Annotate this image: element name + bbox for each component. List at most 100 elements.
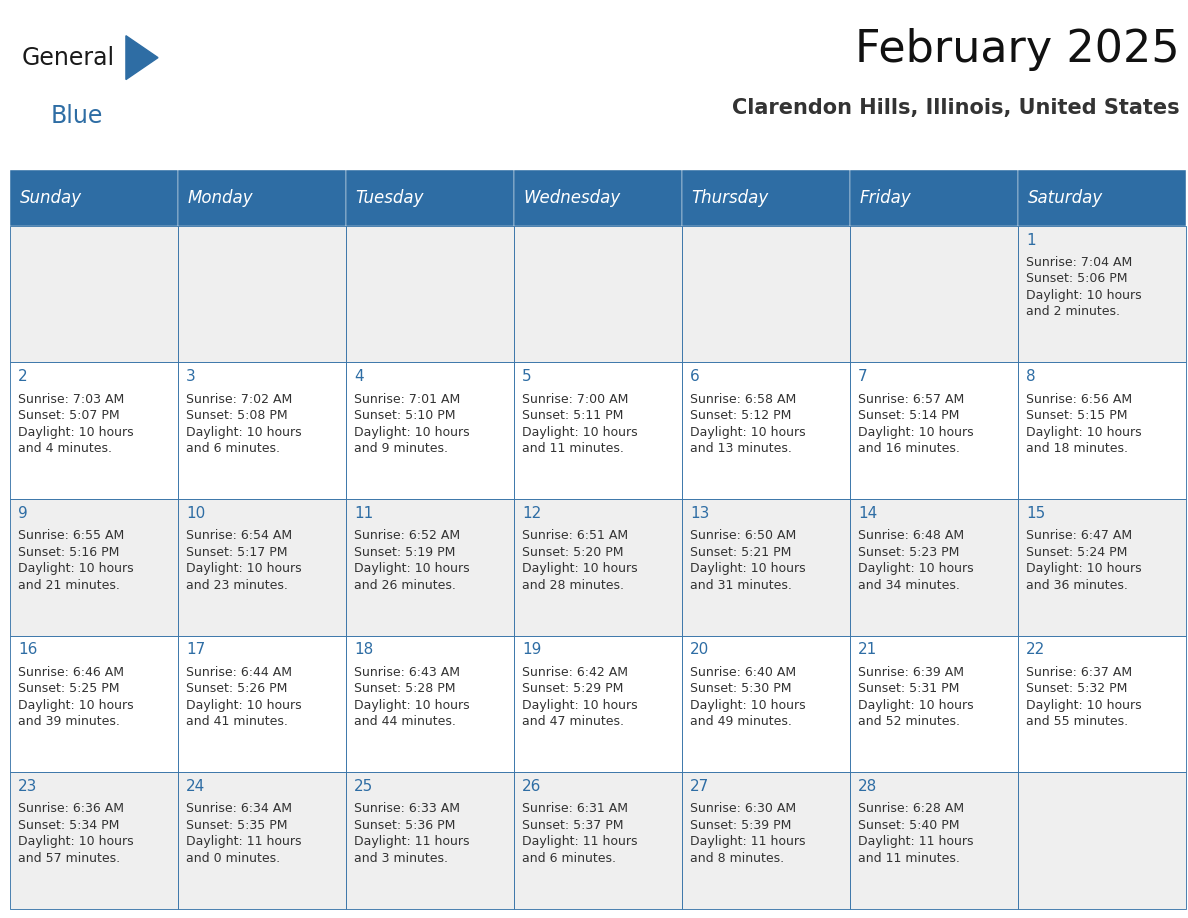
Text: 22: 22 bbox=[1026, 643, 1045, 657]
FancyBboxPatch shape bbox=[10, 226, 177, 363]
FancyBboxPatch shape bbox=[346, 171, 513, 226]
FancyBboxPatch shape bbox=[682, 363, 849, 499]
FancyBboxPatch shape bbox=[177, 635, 346, 772]
Text: General: General bbox=[21, 46, 114, 70]
FancyBboxPatch shape bbox=[10, 499, 177, 635]
Text: 20: 20 bbox=[690, 643, 709, 657]
Text: Sunrise: 6:56 AM
Sunset: 5:15 PM
Daylight: 10 hours
and 18 minutes.: Sunrise: 6:56 AM Sunset: 5:15 PM Dayligh… bbox=[1026, 393, 1142, 455]
Text: Sunrise: 6:37 AM
Sunset: 5:32 PM
Daylight: 10 hours
and 55 minutes.: Sunrise: 6:37 AM Sunset: 5:32 PM Dayligh… bbox=[1026, 666, 1142, 728]
FancyBboxPatch shape bbox=[849, 772, 1018, 909]
FancyBboxPatch shape bbox=[177, 171, 346, 226]
FancyBboxPatch shape bbox=[682, 772, 849, 909]
FancyBboxPatch shape bbox=[849, 171, 1018, 226]
FancyBboxPatch shape bbox=[849, 499, 1018, 635]
FancyBboxPatch shape bbox=[10, 772, 177, 909]
Text: Thursday: Thursday bbox=[691, 189, 769, 207]
Text: 24: 24 bbox=[187, 779, 206, 794]
FancyBboxPatch shape bbox=[1018, 226, 1186, 363]
Text: Sunrise: 6:43 AM
Sunset: 5:28 PM
Daylight: 10 hours
and 44 minutes.: Sunrise: 6:43 AM Sunset: 5:28 PM Dayligh… bbox=[354, 666, 469, 728]
FancyBboxPatch shape bbox=[10, 363, 177, 499]
Text: Sunrise: 6:48 AM
Sunset: 5:23 PM
Daylight: 10 hours
and 34 minutes.: Sunrise: 6:48 AM Sunset: 5:23 PM Dayligh… bbox=[858, 529, 974, 591]
Text: Sunrise: 6:50 AM
Sunset: 5:21 PM
Daylight: 10 hours
and 31 minutes.: Sunrise: 6:50 AM Sunset: 5:21 PM Dayligh… bbox=[690, 529, 805, 591]
FancyBboxPatch shape bbox=[346, 226, 513, 363]
Text: 18: 18 bbox=[354, 643, 373, 657]
Text: 26: 26 bbox=[522, 779, 542, 794]
Text: 3: 3 bbox=[187, 369, 196, 385]
Text: 6: 6 bbox=[690, 369, 700, 385]
Text: Sunrise: 6:33 AM
Sunset: 5:36 PM
Daylight: 11 hours
and 3 minutes.: Sunrise: 6:33 AM Sunset: 5:36 PM Dayligh… bbox=[354, 802, 469, 865]
Text: 4: 4 bbox=[354, 369, 364, 385]
FancyBboxPatch shape bbox=[346, 772, 513, 909]
Text: 2: 2 bbox=[18, 369, 27, 385]
Text: Tuesday: Tuesday bbox=[355, 189, 424, 207]
FancyBboxPatch shape bbox=[1018, 171, 1186, 226]
Text: Sunrise: 6:36 AM
Sunset: 5:34 PM
Daylight: 10 hours
and 57 minutes.: Sunrise: 6:36 AM Sunset: 5:34 PM Dayligh… bbox=[18, 802, 133, 865]
Text: 5: 5 bbox=[522, 369, 531, 385]
Text: Sunrise: 6:54 AM
Sunset: 5:17 PM
Daylight: 10 hours
and 23 minutes.: Sunrise: 6:54 AM Sunset: 5:17 PM Dayligh… bbox=[187, 529, 302, 591]
Text: Sunrise: 6:30 AM
Sunset: 5:39 PM
Daylight: 11 hours
and 8 minutes.: Sunrise: 6:30 AM Sunset: 5:39 PM Dayligh… bbox=[690, 802, 805, 865]
Text: Friday: Friday bbox=[860, 189, 911, 207]
Text: 16: 16 bbox=[18, 643, 37, 657]
Text: 21: 21 bbox=[858, 643, 877, 657]
Text: Sunrise: 6:55 AM
Sunset: 5:16 PM
Daylight: 10 hours
and 21 minutes.: Sunrise: 6:55 AM Sunset: 5:16 PM Dayligh… bbox=[18, 529, 133, 591]
Text: Sunrise: 6:57 AM
Sunset: 5:14 PM
Daylight: 10 hours
and 16 minutes.: Sunrise: 6:57 AM Sunset: 5:14 PM Dayligh… bbox=[858, 393, 974, 455]
FancyBboxPatch shape bbox=[513, 772, 682, 909]
Text: Sunrise: 6:58 AM
Sunset: 5:12 PM
Daylight: 10 hours
and 13 minutes.: Sunrise: 6:58 AM Sunset: 5:12 PM Dayligh… bbox=[690, 393, 805, 455]
FancyBboxPatch shape bbox=[513, 171, 682, 226]
Text: Sunrise: 6:46 AM
Sunset: 5:25 PM
Daylight: 10 hours
and 39 minutes.: Sunrise: 6:46 AM Sunset: 5:25 PM Dayligh… bbox=[18, 666, 133, 728]
Text: 7: 7 bbox=[858, 369, 867, 385]
FancyBboxPatch shape bbox=[1018, 363, 1186, 499]
FancyBboxPatch shape bbox=[346, 499, 513, 635]
Text: February 2025: February 2025 bbox=[855, 28, 1180, 72]
FancyBboxPatch shape bbox=[1018, 772, 1186, 909]
Text: Sunrise: 6:40 AM
Sunset: 5:30 PM
Daylight: 10 hours
and 49 minutes.: Sunrise: 6:40 AM Sunset: 5:30 PM Dayligh… bbox=[690, 666, 805, 728]
Text: Monday: Monday bbox=[188, 189, 253, 207]
FancyBboxPatch shape bbox=[346, 363, 513, 499]
FancyBboxPatch shape bbox=[1018, 635, 1186, 772]
FancyBboxPatch shape bbox=[177, 772, 346, 909]
FancyBboxPatch shape bbox=[513, 226, 682, 363]
Text: 15: 15 bbox=[1026, 506, 1045, 521]
FancyBboxPatch shape bbox=[177, 499, 346, 635]
Text: 19: 19 bbox=[522, 643, 542, 657]
FancyBboxPatch shape bbox=[10, 635, 177, 772]
Text: Saturday: Saturday bbox=[1028, 189, 1102, 207]
Text: Sunrise: 7:00 AM
Sunset: 5:11 PM
Daylight: 10 hours
and 11 minutes.: Sunrise: 7:00 AM Sunset: 5:11 PM Dayligh… bbox=[522, 393, 638, 455]
Text: 12: 12 bbox=[522, 506, 542, 521]
FancyBboxPatch shape bbox=[177, 363, 346, 499]
Text: Clarendon Hills, Illinois, United States: Clarendon Hills, Illinois, United States bbox=[732, 97, 1180, 118]
FancyBboxPatch shape bbox=[513, 499, 682, 635]
FancyBboxPatch shape bbox=[682, 226, 849, 363]
Text: Sunrise: 6:31 AM
Sunset: 5:37 PM
Daylight: 11 hours
and 6 minutes.: Sunrise: 6:31 AM Sunset: 5:37 PM Dayligh… bbox=[522, 802, 638, 865]
Text: 11: 11 bbox=[354, 506, 373, 521]
FancyBboxPatch shape bbox=[849, 635, 1018, 772]
Text: Sunrise: 6:44 AM
Sunset: 5:26 PM
Daylight: 10 hours
and 41 minutes.: Sunrise: 6:44 AM Sunset: 5:26 PM Dayligh… bbox=[187, 666, 302, 728]
Text: Sunday: Sunday bbox=[19, 189, 82, 207]
Text: Sunrise: 6:39 AM
Sunset: 5:31 PM
Daylight: 10 hours
and 52 minutes.: Sunrise: 6:39 AM Sunset: 5:31 PM Dayligh… bbox=[858, 666, 974, 728]
Text: 28: 28 bbox=[858, 779, 877, 794]
Text: Sunrise: 6:34 AM
Sunset: 5:35 PM
Daylight: 11 hours
and 0 minutes.: Sunrise: 6:34 AM Sunset: 5:35 PM Dayligh… bbox=[187, 802, 302, 865]
FancyBboxPatch shape bbox=[849, 226, 1018, 363]
Text: 17: 17 bbox=[187, 643, 206, 657]
Text: Sunrise: 6:51 AM
Sunset: 5:20 PM
Daylight: 10 hours
and 28 minutes.: Sunrise: 6:51 AM Sunset: 5:20 PM Dayligh… bbox=[522, 529, 638, 591]
FancyBboxPatch shape bbox=[513, 363, 682, 499]
Text: 14: 14 bbox=[858, 506, 877, 521]
Text: Sunrise: 6:52 AM
Sunset: 5:19 PM
Daylight: 10 hours
and 26 minutes.: Sunrise: 6:52 AM Sunset: 5:19 PM Dayligh… bbox=[354, 529, 469, 591]
Text: 8: 8 bbox=[1026, 369, 1036, 385]
Text: 13: 13 bbox=[690, 506, 709, 521]
Text: 23: 23 bbox=[18, 779, 37, 794]
Text: Blue: Blue bbox=[51, 104, 103, 128]
FancyBboxPatch shape bbox=[177, 226, 346, 363]
FancyBboxPatch shape bbox=[682, 499, 849, 635]
FancyBboxPatch shape bbox=[1018, 499, 1186, 635]
Text: Wednesday: Wednesday bbox=[524, 189, 621, 207]
FancyBboxPatch shape bbox=[682, 171, 849, 226]
Text: Sunrise: 7:04 AM
Sunset: 5:06 PM
Daylight: 10 hours
and 2 minutes.: Sunrise: 7:04 AM Sunset: 5:06 PM Dayligh… bbox=[1026, 256, 1142, 319]
Text: 1: 1 bbox=[1026, 233, 1036, 248]
Text: Sunrise: 7:02 AM
Sunset: 5:08 PM
Daylight: 10 hours
and 6 minutes.: Sunrise: 7:02 AM Sunset: 5:08 PM Dayligh… bbox=[187, 393, 302, 455]
Text: 25: 25 bbox=[354, 779, 373, 794]
Text: Sunrise: 6:42 AM
Sunset: 5:29 PM
Daylight: 10 hours
and 47 minutes.: Sunrise: 6:42 AM Sunset: 5:29 PM Dayligh… bbox=[522, 666, 638, 728]
FancyBboxPatch shape bbox=[346, 635, 513, 772]
FancyBboxPatch shape bbox=[849, 363, 1018, 499]
FancyBboxPatch shape bbox=[513, 635, 682, 772]
